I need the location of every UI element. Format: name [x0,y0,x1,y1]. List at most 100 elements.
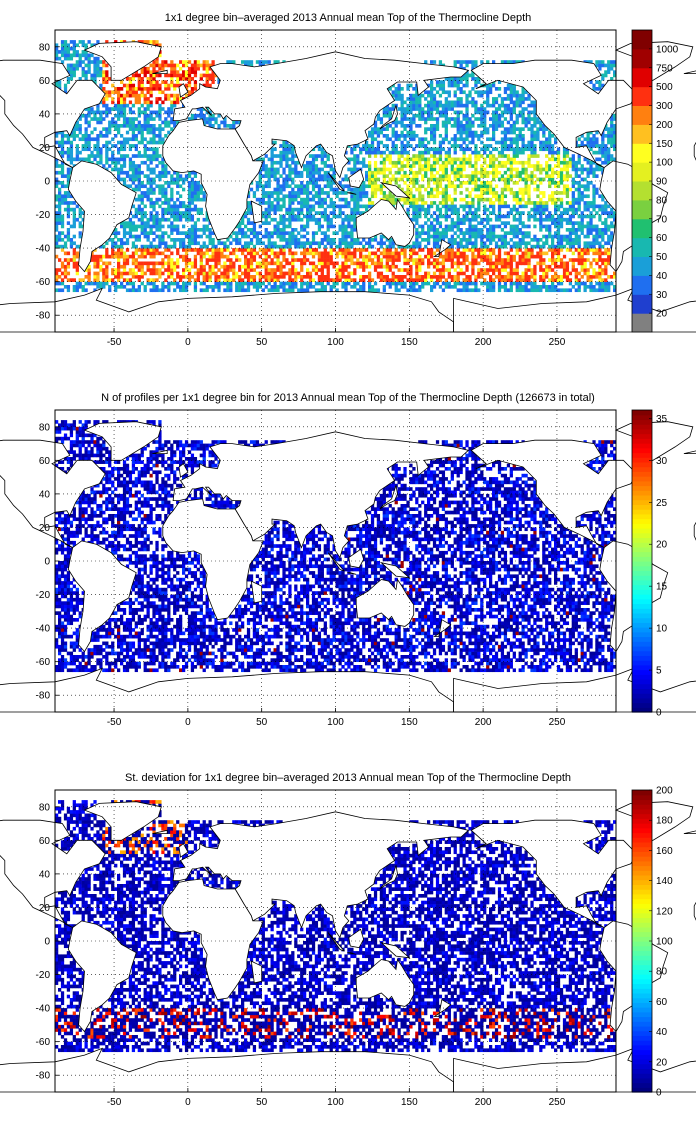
data-cell [489,285,493,289]
data-cell [489,217,493,222]
data-cell [122,83,127,88]
data-cell [173,204,177,209]
data-cell [418,137,422,142]
data-cell [391,254,395,259]
data-cell [462,66,466,71]
data-cell [131,181,136,185]
data-cell [489,187,493,192]
data-cell [170,204,174,209]
data-cell [187,174,192,178]
data-cell [93,278,97,282]
data-cell [164,244,168,249]
data-cell [474,77,478,81]
data-cell [341,234,345,239]
data-cell [273,187,277,192]
data-cell [450,224,454,229]
data-cell [66,264,71,269]
data-cell [329,278,333,282]
data-cell [506,107,511,111]
data-cell [480,167,484,172]
data-cell [509,113,513,118]
data-cell [424,281,428,286]
data-cell [279,207,283,212]
data-cell [273,241,277,246]
data-cell [468,261,472,266]
data-cell [492,288,496,293]
data-cell [483,130,487,135]
data-cell [114,244,118,249]
data-cell [418,194,422,199]
data-cell [149,124,153,128]
data-cell [453,80,457,84]
data-cell [456,244,460,249]
data-cell [365,191,369,195]
data-cell [282,221,286,225]
data-cell [137,130,141,135]
data-cell [63,234,68,239]
data-cell [276,181,280,185]
data-cell [515,231,519,235]
data-cell [208,258,212,262]
data-cell [282,181,286,185]
data-cell [335,278,339,282]
data-cell [152,251,156,256]
data-cell [497,217,502,222]
data-cell [167,113,171,118]
data-cell [453,177,457,182]
data-cell [494,268,499,272]
data-cell [146,117,150,121]
data-cell [459,254,463,259]
data-cell [78,53,82,58]
data-cell [503,184,508,189]
data-cell [205,73,209,78]
data-cell [515,261,519,266]
data-cell [149,77,153,81]
data-cell [397,97,401,101]
data-cell [84,63,88,68]
data-cell [471,211,475,215]
data-cell [223,124,227,128]
data-cell [273,207,277,212]
data-cell [444,100,448,105]
data-cell [58,50,62,54]
data-cell [441,113,446,118]
data-cell [492,194,496,199]
data-cell [134,170,138,175]
data-cell [158,63,162,68]
data-cell [196,268,200,272]
data-cell [117,258,121,262]
data-cell [117,275,121,279]
data-cell [217,278,221,282]
data-cell [128,224,133,229]
data-cell [450,207,454,212]
data-cell [205,258,209,262]
data-cell [308,181,313,185]
data-cell [99,154,103,158]
data-cell [193,271,198,276]
data-cell [397,87,401,91]
data-cell [155,56,159,61]
data-cell [418,214,422,219]
data-cell [182,73,186,78]
data-cell [140,244,144,249]
data-cell [317,221,322,225]
data-cell [58,231,62,235]
data-cell [223,254,227,259]
data-cell [489,191,493,195]
data-cell [246,264,251,269]
data-cell [503,187,508,192]
data-cell [462,137,466,142]
data-cell [63,46,68,51]
data-cell [122,157,127,162]
data-cell [509,231,513,235]
data-cell [368,238,372,242]
data-cell [494,124,499,128]
data-cell [471,217,475,222]
data-cell [326,214,330,219]
data-cell [347,271,351,276]
data-cell [134,147,138,152]
data-cell [474,103,478,108]
data-cell [179,211,183,215]
data-cell [441,234,446,239]
data-cell [509,124,513,128]
